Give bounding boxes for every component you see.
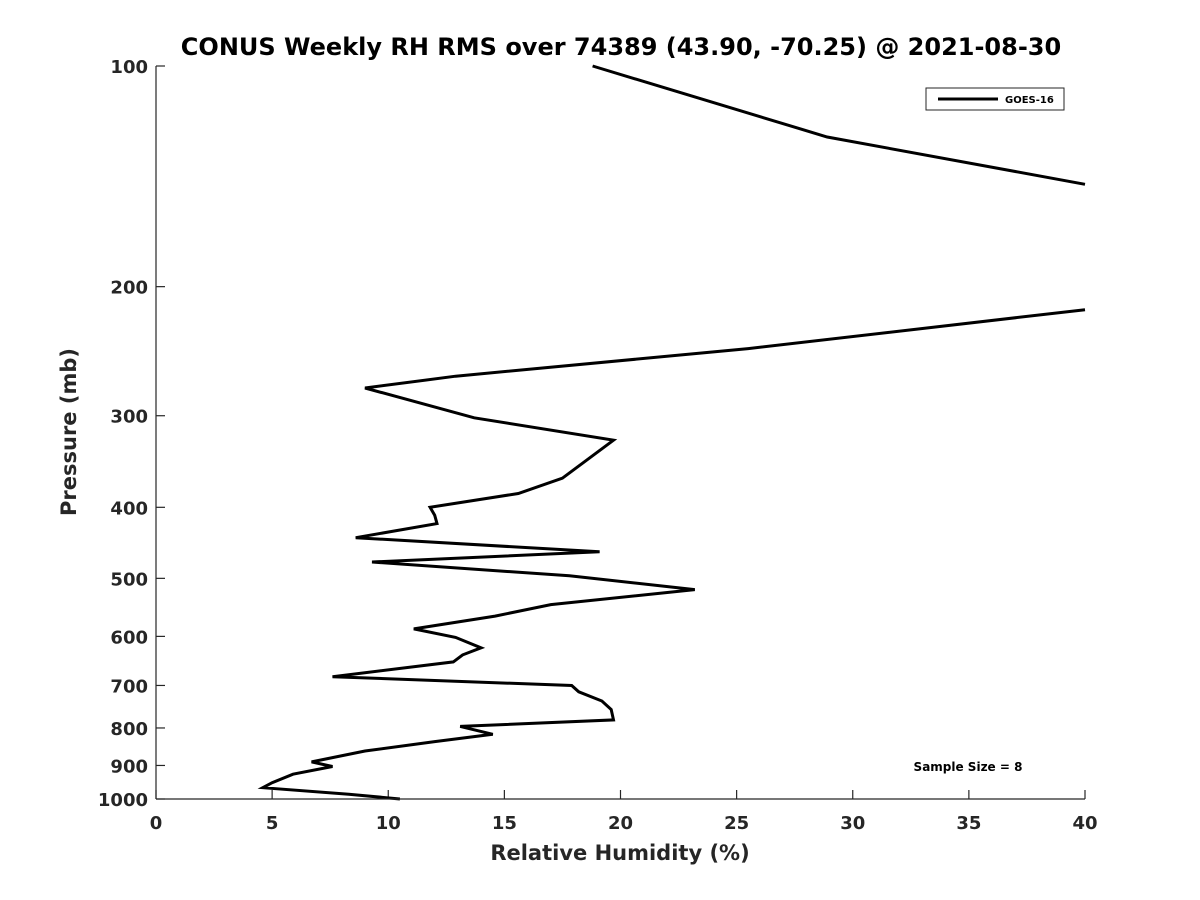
y-tick-label: 600	[110, 627, 148, 648]
series-line-0	[592, 64, 1086, 186]
y-tick-label: 400	[110, 498, 148, 519]
y-tick-label: 300	[110, 407, 148, 428]
legend: GOES-16	[925, 87, 1065, 111]
x-tick-label: 5	[266, 813, 279, 834]
plot-area	[156, 66, 1085, 799]
y-tick-label: 1000	[98, 790, 148, 811]
x-tick-label: 40	[1072, 813, 1097, 834]
y-tick-label: 700	[110, 676, 148, 697]
y-tick-label: 200	[110, 278, 148, 299]
y-axis-label: Pressure (mb)	[57, 348, 81, 516]
x-tick-label: 35	[956, 813, 981, 834]
y-tick-label: 500	[110, 569, 148, 590]
x-tick-label: 20	[608, 813, 633, 834]
y-tick-label: 800	[110, 719, 148, 740]
series-layer	[257, 64, 1086, 801]
sample-size-annotation: Sample Size = 8	[914, 760, 1023, 774]
series-line-1	[257, 308, 1086, 801]
y-tick-label: 900	[110, 756, 148, 777]
x-tick-label: 0	[150, 813, 163, 834]
x-tick-label: 15	[492, 813, 517, 834]
tick-layer: 0 5 10 15 20 25 30 35 40 100 200 300 400 500 600 700 800…	[98, 57, 1098, 834]
x-tick-label: 25	[724, 813, 749, 834]
x-tick-label: 10	[376, 813, 401, 834]
chart-title: CONUS Weekly RH RMS over 74389 (43.90, -…	[181, 33, 1061, 61]
x-tick-label: 30	[840, 813, 865, 834]
x-axis-label: Relative Humidity (%)	[490, 841, 749, 865]
legend-label: GOES-16	[1005, 95, 1054, 106]
y-tick-label: 100	[110, 57, 148, 78]
